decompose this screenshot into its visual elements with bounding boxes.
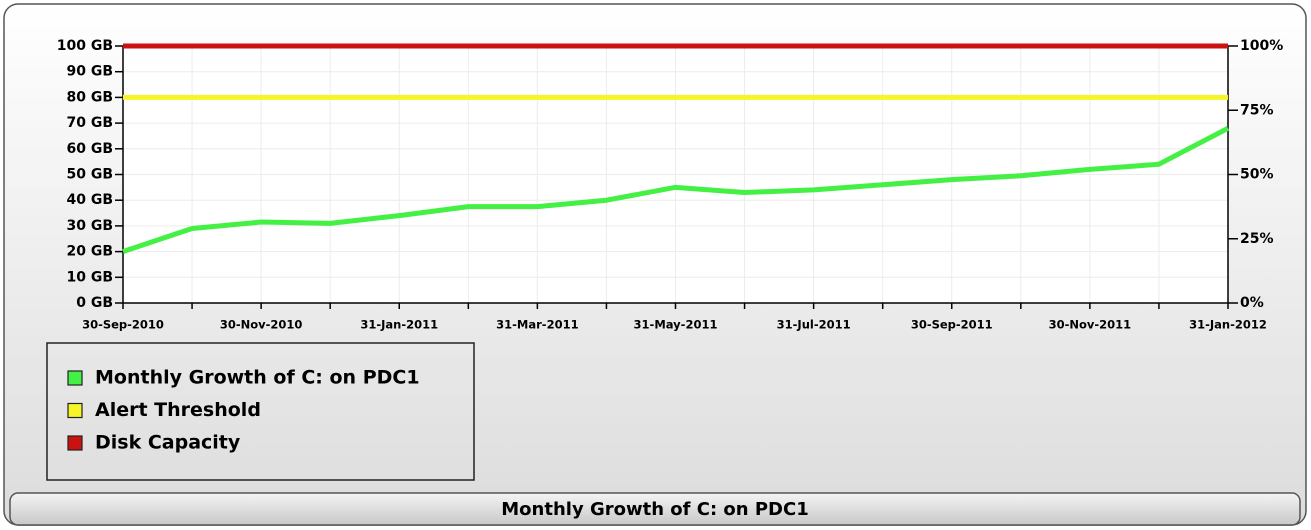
legend-label: Disk Capacity xyxy=(95,432,241,454)
y2-tick-label: 100% xyxy=(1240,38,1283,54)
legend-swatch xyxy=(67,402,83,419)
y-tick-label: 80 GB xyxy=(66,89,113,105)
x-tick-label: 31-May-2011 xyxy=(634,318,718,332)
x-tick-label: 31-Jan-2012 xyxy=(1189,318,1267,332)
y-tick-label: 70 GB xyxy=(66,115,113,131)
y2-tick-label: 25% xyxy=(1240,231,1274,247)
x-tick-label: 30-Nov-2010 xyxy=(220,318,303,332)
y2-tick-label: 75% xyxy=(1240,102,1274,118)
legend-label: Monthly Growth of C: on PDC1 xyxy=(95,367,420,389)
legend-label: Alert Threshold xyxy=(95,399,261,421)
x-tick-label: 30-Nov-2011 xyxy=(1049,318,1132,332)
chart-title: Monthly Growth of C: on PDC1 xyxy=(501,499,808,520)
x-tick-label: 31-Mar-2011 xyxy=(496,318,578,332)
legend-swatch xyxy=(67,370,83,386)
y-tick-label: 40 GB xyxy=(66,192,113,208)
y-tick-label: 10 GB xyxy=(66,269,113,285)
y-tick-label: 100 GB xyxy=(57,38,113,54)
series-line xyxy=(122,126,1230,254)
x-tick-label: 30-Sep-2010 xyxy=(82,318,164,332)
y2-tick-label: 50% xyxy=(1240,167,1274,183)
y-tick-label: 60 GB xyxy=(66,141,113,157)
title-bar xyxy=(9,492,1301,526)
x-tick-label: 31-Jan-2011 xyxy=(360,318,438,332)
y-tick-label: 0 GB xyxy=(76,295,113,311)
y-tick-label: 20 GB xyxy=(66,244,113,260)
legend xyxy=(46,342,475,481)
y-tick-label: 30 GB xyxy=(66,218,113,234)
y-tick-label: 90 GB xyxy=(66,64,113,80)
y2-tick-label: 0% xyxy=(1240,295,1264,311)
legend-swatch xyxy=(67,435,83,451)
y-tick-label: 50 GB xyxy=(66,167,113,183)
x-tick-label: 31-Jul-2011 xyxy=(777,318,851,332)
x-tick-label: 30-Sep-2011 xyxy=(911,318,993,332)
